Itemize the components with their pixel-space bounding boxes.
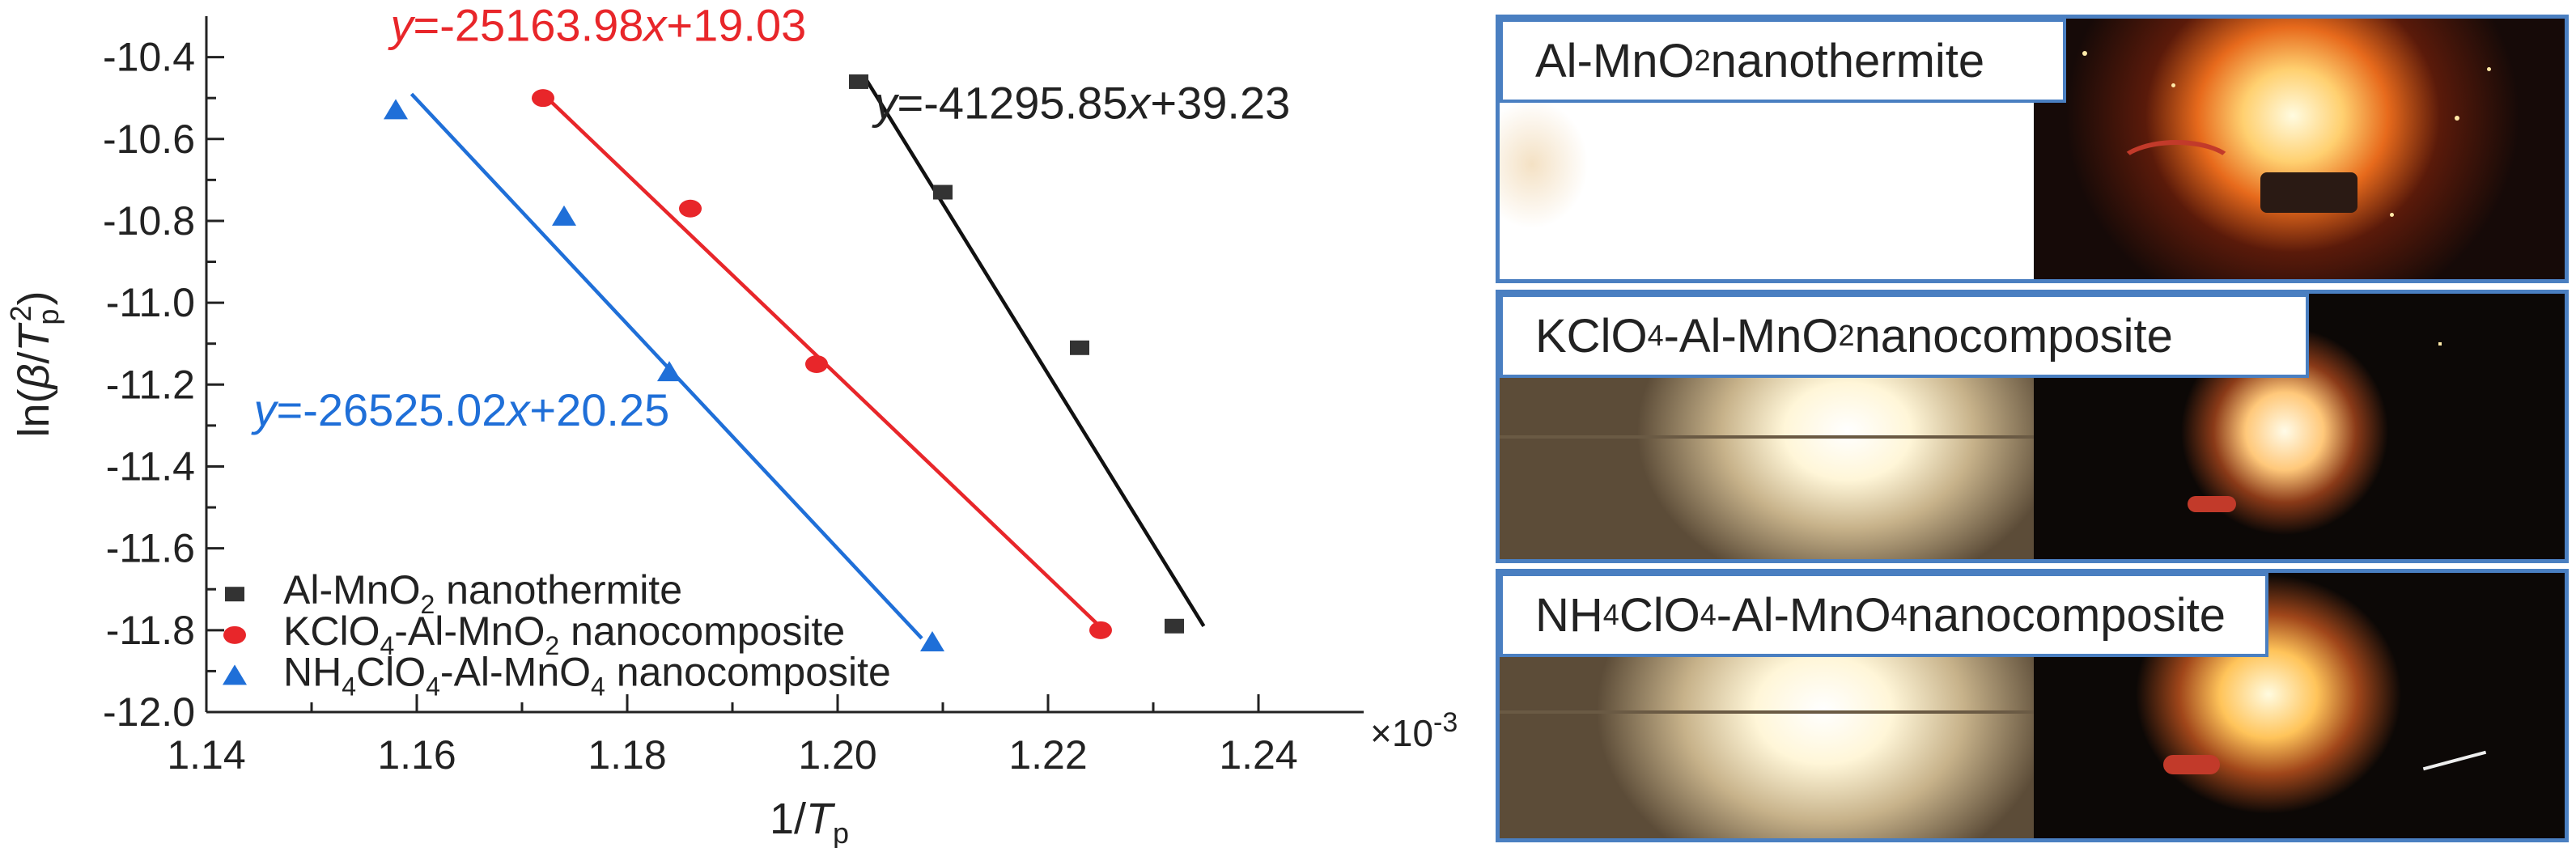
y-tick-label: -11.4 xyxy=(106,443,195,489)
x-tick-label: 1.14 xyxy=(167,732,245,778)
photo-panel-kclo4: KClO 4 -Al-MnO 2 nanocomposite xyxy=(1496,290,2569,563)
photo-panel-al-mno2: Al-MnO 2 nanothermite xyxy=(1496,15,2569,283)
y-tick-label: -10.8 xyxy=(103,198,195,244)
legend-marker-1 xyxy=(225,587,244,602)
panel-label-kclo4: KClO 4 -Al-MnO 2 nanocomposite xyxy=(1500,294,2309,378)
x-axis-multiplier: ×10-3 xyxy=(1370,707,1457,754)
plot-axes: -10.4 -10.6 -10.8 -11.0 -11.2 -11.4 -11.6 -11.8… xyxy=(4,16,1457,848)
legend-label-3: NH4ClO4-Al-MnO4 nanocomposite xyxy=(283,649,891,701)
legend-marker-2 xyxy=(223,625,246,644)
fit-equation-2: y=-25163.98x+19.03 xyxy=(388,0,807,50)
data-point-s3 xyxy=(384,99,408,120)
fit-lines xyxy=(410,76,1206,640)
legend-marker-3 xyxy=(223,664,247,685)
data-point-s3 xyxy=(920,631,944,651)
y-tick-label: -11.0 xyxy=(106,280,195,325)
data-point-s2 xyxy=(679,199,702,218)
x-tick-label: 1.16 xyxy=(377,732,456,778)
data-point-s1 xyxy=(849,74,868,89)
photo-ignition xyxy=(2034,19,2565,279)
photo-panel-nh4clo4: NH 4 ClO 4 -Al-MnO 4 nanocomposite xyxy=(1496,569,2569,842)
data-point-s2 xyxy=(1089,621,1112,639)
data-point-s1 xyxy=(933,184,953,200)
legend-label-2: KClO4-Al-MnO2 nanocomposite xyxy=(283,608,845,660)
y-tick-label: -10.6 xyxy=(103,117,195,162)
data-point-s2 xyxy=(805,355,828,373)
y-tick-label: -11.6 xyxy=(106,526,195,571)
x-tick-label: 1.20 xyxy=(798,732,876,778)
y-tick-label: -12.0 xyxy=(103,689,195,735)
arrhenius-plot: -10.4 -10.6 -10.8 -11.0 -11.2 -11.4 -11.6 -11.8… xyxy=(4,0,1457,848)
panel-label-al-mno2: Al-MnO 2 nanothermite xyxy=(1500,19,2066,103)
data-point-s1 xyxy=(1165,618,1184,634)
fit-equation-3: y=-26525.02x+20.25 xyxy=(251,384,670,435)
y-axis-title: ln(β/Tp2) xyxy=(4,291,65,438)
data-point-s3 xyxy=(657,361,681,382)
fit-equations: y=-41295.85x+39.23 y=-25163.98x+19.03 y=-2… xyxy=(251,0,1291,435)
data-point-s2 xyxy=(532,89,554,108)
panel-label-nh4clo4: NH 4 ClO 4 -Al-MnO 4 nanocomposite xyxy=(1500,573,2268,657)
legend-label-1: Al-MnO2 nanothermite xyxy=(283,567,682,619)
fit-equation-1: y=-41295.85x+39.23 xyxy=(872,77,1291,128)
x-axis-title: 1/Tp xyxy=(770,795,849,848)
x-tick-label: 1.22 xyxy=(1008,732,1087,778)
data-markers xyxy=(384,74,1184,651)
x-tick-label: 1.18 xyxy=(588,732,666,778)
data-point-s3 xyxy=(552,205,576,226)
data-point-s1 xyxy=(1070,340,1089,355)
y-tick-label: -10.4 xyxy=(103,35,195,80)
fit-line-1 xyxy=(863,76,1206,627)
y-tick-label: -11.8 xyxy=(106,608,195,653)
x-tick-label: 1.24 xyxy=(1219,732,1297,778)
y-tick-label: -11.2 xyxy=(106,362,195,407)
